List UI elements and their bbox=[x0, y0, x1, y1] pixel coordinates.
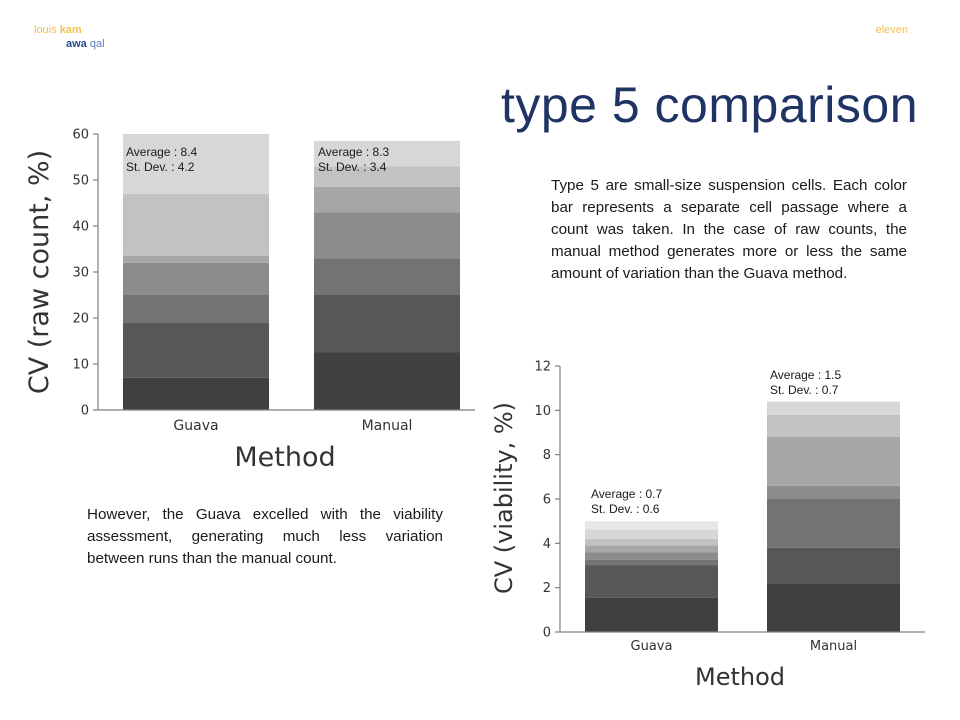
bar-segment bbox=[767, 414, 900, 437]
bar-segment bbox=[767, 583, 900, 632]
bar-segment bbox=[767, 547, 900, 584]
average-annotation: Average : 0.7 bbox=[591, 487, 662, 501]
brand-line-2: awa qal bbox=[66, 38, 105, 50]
category-label: Guava bbox=[173, 418, 218, 434]
bar-segment bbox=[123, 295, 269, 323]
x-axis-title: Method bbox=[695, 663, 785, 691]
bar-segment bbox=[123, 262, 269, 295]
bar-segment bbox=[585, 530, 718, 539]
page-number: eleven bbox=[875, 24, 908, 36]
bar-segment bbox=[123, 377, 269, 410]
y-axis-title: CV (raw count, %) bbox=[24, 150, 55, 394]
y-tick-label: 2 bbox=[543, 581, 551, 596]
category-label: Guava bbox=[631, 639, 673, 654]
bar-segment bbox=[585, 565, 718, 598]
bar-segment bbox=[314, 166, 460, 187]
brand-name-first: louis bbox=[34, 24, 60, 36]
category-label: Manual bbox=[810, 639, 857, 654]
brand-sub-first: awa bbox=[66, 38, 87, 50]
brand-line-1: louis kam bbox=[34, 24, 82, 36]
stdev-annotation: St. Dev. : 0.7 bbox=[770, 383, 839, 397]
bar-segment bbox=[314, 140, 460, 167]
bar-segment bbox=[585, 559, 718, 566]
y-tick-label: 6 bbox=[543, 493, 551, 508]
y-tick-label: 10 bbox=[72, 358, 89, 373]
bar-segment bbox=[123, 193, 269, 256]
bar-segment bbox=[767, 401, 900, 415]
average-annotation: Average : 1.5 bbox=[770, 368, 841, 382]
brand-name-second: kam bbox=[59, 24, 82, 36]
stdev-annotation: St. Dev. : 4.2 bbox=[126, 160, 195, 174]
y-tick-label: 12 bbox=[534, 360, 551, 375]
bar-segment bbox=[585, 521, 718, 531]
description-paragraph: Type 5 are small-size suspension cells. … bbox=[551, 177, 907, 282]
brand-sub-second: qal bbox=[86, 38, 105, 50]
bar-segment bbox=[767, 485, 900, 499]
bar-segment bbox=[123, 322, 269, 378]
bar-segment bbox=[767, 436, 900, 486]
y-tick-label: 60 bbox=[72, 128, 89, 143]
y-tick-label: 10 bbox=[534, 404, 551, 419]
bar-segment bbox=[314, 295, 460, 353]
y-tick-label: 50 bbox=[72, 174, 89, 189]
y-tick-label: 30 bbox=[72, 266, 89, 281]
bar-segment bbox=[585, 538, 718, 546]
bar-segment bbox=[314, 352, 460, 410]
stdev-annotation: St. Dev. : 3.4 bbox=[318, 160, 387, 174]
y-tick-label: 8 bbox=[543, 448, 551, 463]
y-tick-label: 20 bbox=[72, 312, 89, 327]
average-annotation: Average : 8.4 bbox=[126, 145, 197, 159]
bar-segment bbox=[314, 212, 460, 259]
stdev-annotation: St. Dev. : 0.6 bbox=[591, 502, 660, 516]
bar-segment bbox=[123, 255, 269, 263]
bar-segment bbox=[585, 597, 718, 632]
y-tick-label: 0 bbox=[543, 626, 551, 641]
x-axis-title: Method bbox=[234, 442, 335, 473]
bar-segment bbox=[314, 186, 460, 213]
bar-segment bbox=[767, 499, 900, 548]
viability-paragraph: However, the Guava excelled with the via… bbox=[87, 506, 443, 567]
category-label: Manual bbox=[362, 418, 413, 434]
bar-segment bbox=[585, 552, 718, 560]
y-tick-label: 4 bbox=[543, 537, 551, 552]
bar-segment bbox=[314, 258, 460, 295]
bar-segment bbox=[585, 545, 718, 553]
y-tick-label: 40 bbox=[72, 220, 89, 235]
bar-segment bbox=[123, 134, 269, 194]
y-tick-label: 0 bbox=[81, 404, 89, 419]
average-annotation: Average : 8.3 bbox=[318, 145, 389, 159]
slide-title: type 5 comparison bbox=[500, 77, 918, 133]
y-axis-title: CV (viability, %) bbox=[490, 402, 518, 594]
